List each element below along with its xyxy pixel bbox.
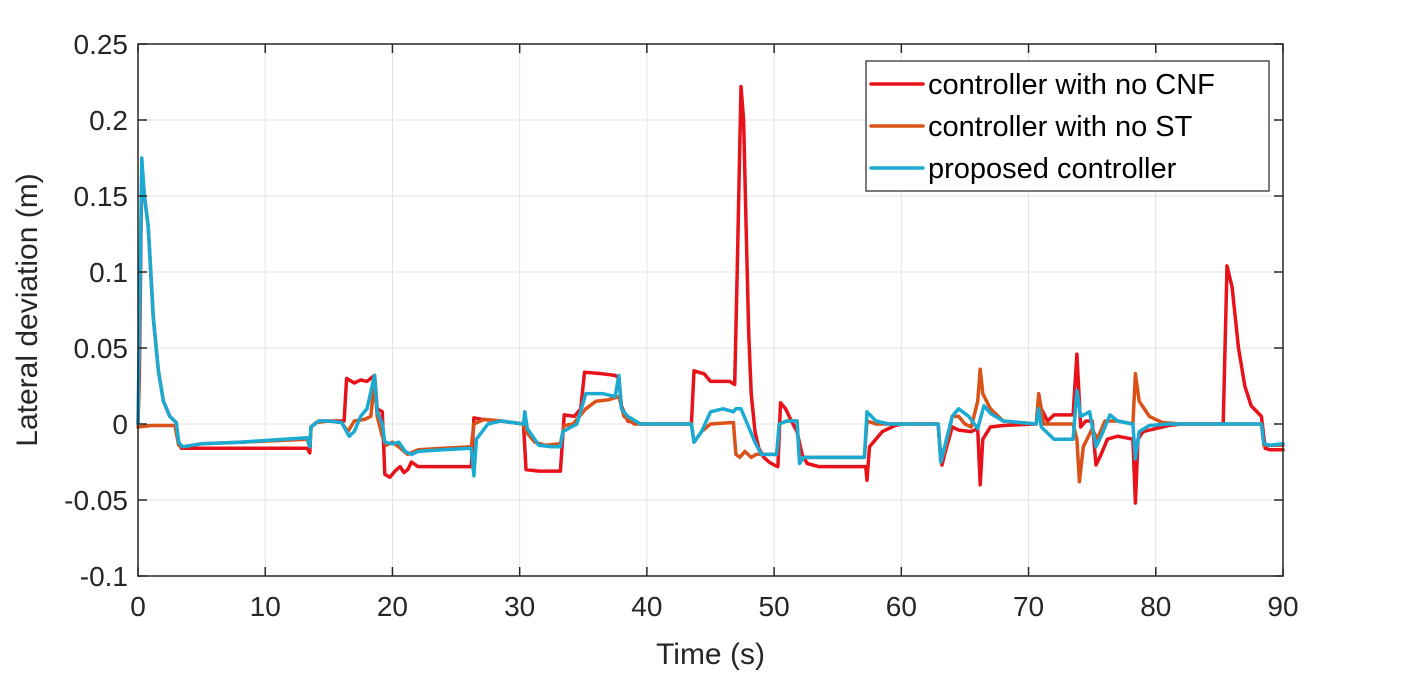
y-tick-label: 0: [112, 409, 128, 440]
y-tick-label: 0.1: [89, 257, 128, 288]
x-tick-label: 40: [631, 591, 662, 622]
x-tick-label: 0: [130, 591, 146, 622]
y-tick-label: 0.2: [89, 105, 128, 136]
y-tick-label: 0.05: [74, 333, 129, 364]
x-tick-label: 70: [1013, 591, 1044, 622]
legend: controller with no CNF controller with n…: [865, 60, 1270, 192]
x-axis-title: Time (s): [656, 638, 765, 671]
x-tick-label: 50: [759, 591, 790, 622]
x-tick-label: 10: [250, 591, 281, 622]
y-axis-title: Lateral deviation (m): [11, 173, 44, 446]
axes-box: [137, 43, 1284, 577]
legend-label-proposed: proposed controller: [928, 153, 1177, 185]
y-tick-label: 0.25: [74, 29, 129, 60]
x-tick-label: 80: [1140, 591, 1171, 622]
axis-ticks: 0 10 20 30 40 50 60 70 80 90 -0.1 -0.05 0 0.05 0.1 0.15…: [64, 29, 1298, 622]
x-tick-label: 60: [886, 591, 917, 622]
x-tick-label: 20: [377, 591, 408, 622]
legend-label-no-st: controller with no ST: [928, 111, 1193, 143]
legend-label-no-cnf: controller with no CNF: [928, 69, 1215, 101]
series-line-no-st: [136, 367, 1285, 484]
legend-box: [865, 60, 1270, 192]
plot-area: [136, 84, 1285, 505]
y-tick-label: -0.1: [80, 561, 128, 592]
y-tick-label: 0.15: [74, 181, 129, 212]
x-tick-label: 30: [504, 591, 535, 622]
series-line-proposed: [136, 156, 1285, 478]
y-tick-label: -0.05: [64, 485, 128, 516]
x-tick-label: 90: [1267, 591, 1298, 622]
